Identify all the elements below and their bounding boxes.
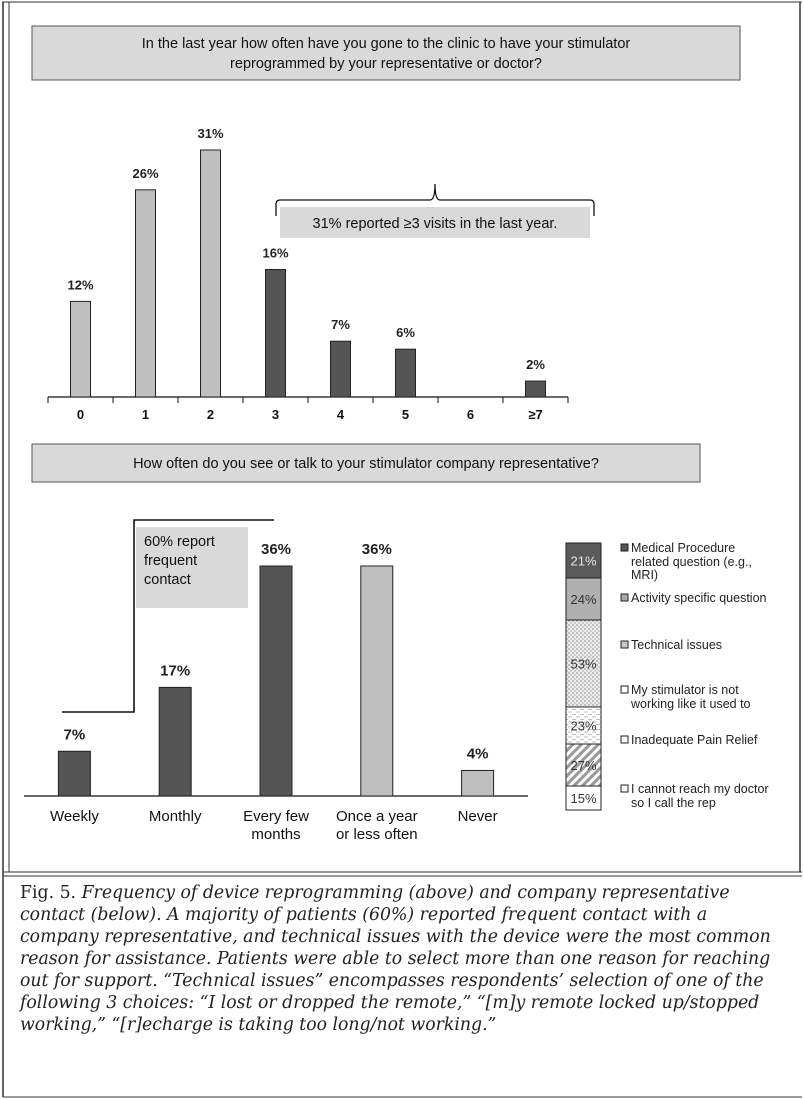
bottom-bar (158, 686, 192, 797)
stack-segment (565, 706, 602, 745)
stack-segment-label: 27% (570, 758, 596, 773)
top-bar (200, 149, 221, 398)
legend-swatch (620, 640, 629, 649)
bottom-bar-label: 7% (64, 726, 86, 743)
legend-swatch (620, 735, 629, 744)
top-bar-label: 16% (262, 246, 288, 261)
bottom-bar (57, 750, 91, 797)
stack-segment (565, 542, 602, 579)
legend-label: so I call the rep (631, 796, 716, 810)
bottom-tick-label: months (251, 826, 300, 843)
top-tick-label: 2 (207, 407, 214, 422)
top-bar-chart: 12% 0 26% 1 31% 2 16% 3 7% 4 6% 5 6 2% ≥7 (47, 126, 569, 422)
top-bar (70, 300, 91, 398)
top-tick-label: 4 (337, 407, 345, 422)
top-bar (265, 269, 286, 398)
bottom-tick-label: Once a year (336, 808, 418, 825)
legend-label: related question (e.g., (631, 555, 752, 569)
stack-segment-label: 53% (570, 657, 596, 672)
bottom-question-box (31, 443, 701, 483)
top-tick-label: 0 (77, 407, 84, 422)
top-question-line-2: reprogrammed by your representative or d… (230, 56, 542, 72)
bottom-bar (360, 565, 394, 797)
stack-segment (565, 743, 602, 787)
legend-label: MRI) (631, 568, 658, 582)
top-bar-label: 6% (396, 325, 415, 340)
top-bar (330, 340, 351, 398)
frequent-contact-step-line (62, 519, 274, 713)
bottom-bar (461, 769, 495, 797)
top-bar-label: 31% (197, 126, 223, 141)
caption-label: Fig. 5. (20, 883, 77, 903)
top-question-line-1: In the last year how often have you gone… (142, 36, 631, 52)
bottom-annotation-line-2: frequent (144, 553, 197, 569)
stack-segment-label: 15% (570, 791, 596, 806)
stack-segment-label: 23% (570, 719, 596, 734)
bottom-tick-label: or less often (336, 826, 418, 843)
top-tick-label: 3 (272, 407, 279, 422)
bottom-bar (259, 565, 293, 797)
top-bar (395, 348, 416, 398)
legend-swatch (620, 593, 629, 602)
legend-swatch (620, 543, 629, 552)
legend-label: I cannot reach my doctor (631, 782, 769, 796)
caption-text: Frequency of device reprogramming (above… (20, 883, 771, 1035)
bottom-bar-label: 36% (362, 541, 392, 558)
bottom-bar-label: 17% (160, 662, 190, 679)
legend-label: Technical issues (631, 638, 722, 652)
top-tick-label: 1 (142, 407, 149, 422)
legend-label: Activity specific question (631, 591, 767, 605)
legend-swatch (620, 784, 629, 793)
legend-swatch (620, 685, 629, 694)
top-annotation: 31% reported ≥3 visits in the last year. (275, 183, 595, 238)
stack-segment-label: 24% (570, 592, 596, 607)
top-bar-label: 12% (67, 277, 93, 292)
legend-label: working like it used to (630, 697, 751, 711)
top-bar-label: 26% (132, 166, 158, 181)
top-bar (525, 380, 546, 398)
legend-label: Inadequate Pain Relief (631, 733, 758, 747)
top-question-box (31, 25, 741, 81)
bottom-annotation-box (136, 527, 248, 608)
top-bar-label: 2% (526, 357, 545, 372)
bottom-bar-label: 36% (261, 541, 291, 558)
legend-label: Medical Procedure (631, 541, 735, 555)
figure-caption: Fig. 5. Frequency of device reprogrammin… (20, 882, 790, 1036)
bottom-question: How often do you see or talk to your sti… (133, 456, 599, 472)
legend-label: My stimulator is not (631, 683, 739, 697)
stack-segment (565, 577, 602, 621)
bottom-bar-label: 4% (467, 745, 489, 762)
top-tick-label: ≥7 (528, 407, 542, 422)
top-tick-label: 5 (402, 407, 409, 422)
stack-segment (565, 619, 602, 708)
top-bar (135, 189, 156, 398)
bottom-tick-label: Every few (243, 808, 309, 825)
stack-segment (565, 785, 602, 811)
top-bar-label: 7% (331, 317, 350, 332)
bottom-tick-label: Monthly (149, 808, 202, 825)
bottom-annotation-line-3: contact (144, 572, 191, 588)
stack-segment-label: 21% (570, 554, 596, 569)
bottom-tick-label: Never (458, 808, 498, 825)
top-tick-label: 6 (467, 407, 474, 422)
bottom-annotation-line-1: 60% report (144, 534, 215, 550)
top-annotation-text: 31% reported ≥3 visits in the last year. (313, 216, 558, 232)
bottom-tick-label: Weekly (50, 808, 99, 825)
